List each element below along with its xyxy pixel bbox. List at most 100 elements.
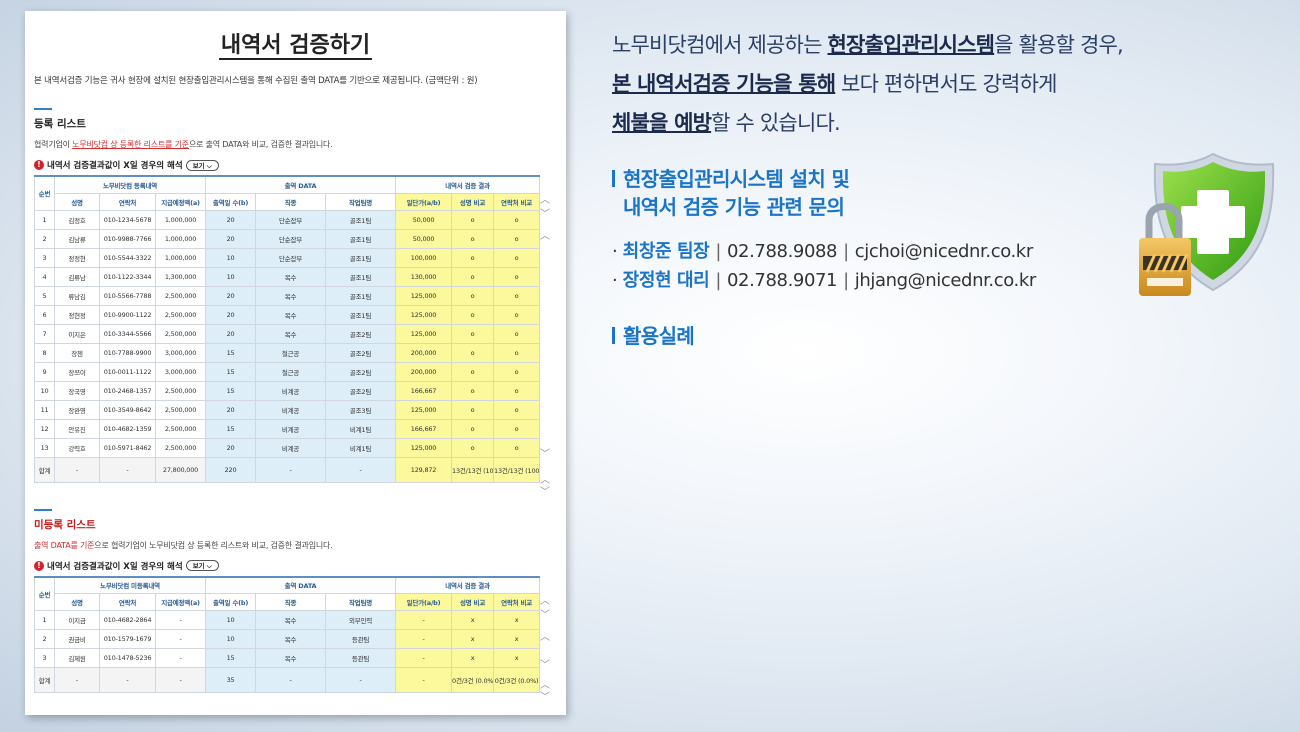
table-cell: 12 bbox=[34, 418, 55, 439]
scroll-up-icon[interactable]: ︿ bbox=[540, 195, 550, 206]
table-cell: 50,000 bbox=[395, 209, 453, 230]
table-cell: 125,000 bbox=[395, 304, 453, 325]
doc-title: 내역서 검증하기 bbox=[218, 33, 373, 60]
intro-line-1: 노무비닷컴에서 제공하는 현장출입관리시스템을 활용할 경우, bbox=[612, 33, 1124, 57]
scroll-down-icon[interactable]: ﹀ bbox=[540, 209, 550, 220]
table-cell: x bbox=[451, 648, 495, 668]
table-cell: - bbox=[395, 610, 453, 630]
col-group-registered: 노무비닷컴 등록내역 bbox=[53, 175, 207, 194]
table-row: 1 김정호 010-1234-5678 1,000,000 20 단순잡부 골조1팀 50,0… bbox=[34, 209, 541, 230]
table-cell: 130,000 bbox=[395, 266, 453, 287]
unregistered-table: 순번 노무비닷컴 미등록내역 출역 DATA 내역서 검증 결과 성명 연락처 … bbox=[34, 575, 541, 693]
scroll-up-icon[interactable]: ︿ bbox=[540, 631, 550, 643]
table-row: 4 김류남 010-1122-3344 1,300,000 10 목수 골조1팀 130,00… bbox=[34, 266, 541, 287]
col-header: 지급예정액(a) bbox=[154, 192, 207, 211]
table-cell: 010-0011-1122 bbox=[99, 361, 156, 382]
table-cell: 비계1팀 bbox=[325, 418, 397, 439]
table-cell: 13건/13건 (100.0%) bbox=[493, 456, 541, 483]
contact-phone[interactable]: 02.788.9071 bbox=[727, 270, 838, 291]
table-cell: 김류남 bbox=[54, 266, 100, 287]
table-cell: o bbox=[451, 247, 495, 268]
table-cell: o bbox=[493, 399, 541, 420]
table-cell: 010-5566-7788 bbox=[99, 285, 156, 306]
table-cell: 010-4682-1359 bbox=[99, 418, 156, 439]
table-cell: 10 bbox=[205, 629, 257, 649]
table-cell: - bbox=[54, 456, 100, 483]
table-cell: 골조1팀 bbox=[325, 304, 397, 325]
contact-email[interactable]: cjchoi@nicednr.co.kr bbox=[854, 241, 1033, 262]
scroll-down-icon[interactable]: ﹀ bbox=[540, 659, 550, 671]
col-group-result: 내역서 검증 결과 bbox=[395, 575, 541, 594]
table-cell: 5 bbox=[34, 285, 55, 306]
table-cell: 등관팀 bbox=[325, 648, 397, 668]
table-cell: o bbox=[451, 323, 495, 344]
contact-email[interactable]: jhjang@nicednr.co.kr bbox=[854, 270, 1037, 291]
table-cell: 166,667 bbox=[395, 380, 453, 401]
table-cell: 166,667 bbox=[395, 418, 453, 439]
col-group-attendance: 출역 DATA bbox=[205, 575, 397, 594]
table-cell: 010-4682-2864 bbox=[99, 610, 156, 630]
table-cell: 15 bbox=[205, 418, 257, 439]
table-cell: 목수 bbox=[255, 648, 327, 668]
scroll-down-icon[interactable]: ﹀ bbox=[540, 691, 550, 703]
table-cell: 목수 bbox=[255, 285, 327, 306]
table-cell: 0건/3건 (0.0%) bbox=[493, 667, 541, 693]
intro-line-2: 본 내역서검증 기능을 통해 보다 편하면서도 강력하게 bbox=[612, 72, 1057, 96]
table-cell: 010-1579-1679 bbox=[99, 629, 156, 649]
col-header: 연락처 비교 bbox=[493, 192, 541, 211]
scroll-down-icon[interactable]: ﹀ bbox=[540, 487, 550, 498]
registered-list-title: 등록 리스트 bbox=[34, 118, 86, 130]
table-cell: 비계공 bbox=[255, 380, 327, 401]
table-row: 8 장첸 010-7788-9900 3,000,000 15 철근공 골조2팀 200,00… bbox=[34, 342, 541, 363]
scroll-down-icon[interactable]: ﹀ bbox=[540, 609, 550, 621]
table-cell: 200,000 bbox=[395, 342, 453, 363]
table-cell: 단순잡부 bbox=[255, 209, 327, 230]
table-cell: 안유진 bbox=[54, 418, 100, 439]
table-cell: 1,000,000 bbox=[154, 247, 207, 268]
scroll-up-icon[interactable]: ︿ bbox=[540, 231, 550, 242]
verification-document: 내역서 검증하기 본 내역서검증 기능은 귀사 현장에 설치된 현장출입관리시스… bbox=[25, 11, 566, 715]
table-cell: 김남류 bbox=[54, 228, 100, 249]
table-cell: 15 bbox=[205, 380, 257, 401]
table-cell: 010-7788-9900 bbox=[99, 342, 156, 363]
unregistered-list-title: 미등록 리스트 bbox=[34, 518, 96, 531]
table-cell: o bbox=[451, 437, 495, 458]
registered-view-button[interactable]: 보기 ⌵ bbox=[185, 159, 219, 171]
table-cell: 비계공 bbox=[255, 399, 327, 420]
table-cell: 합계 bbox=[34, 456, 55, 483]
col-header: 일단가(a/b) bbox=[395, 192, 453, 211]
col-header: 연락처 bbox=[99, 192, 156, 211]
scroll-up-icon[interactable]: ︿ bbox=[540, 595, 550, 607]
table-cell: 강력호 bbox=[54, 437, 100, 458]
table-row: 6 정현정 010-9900-1122 2,500,000 20 목수 골조1팀 125,00… bbox=[34, 304, 541, 325]
contact-phone[interactable]: 02.788.9088 bbox=[727, 241, 838, 262]
col-group-no: 순번 bbox=[34, 175, 55, 211]
registered-list-note: 협력기업이 노무비닷컴 상 등록한 리스트를 기준으로 출역 DATA와 비교,… bbox=[34, 140, 333, 149]
scroll-down-icon[interactable]: ﹀ bbox=[540, 449, 550, 460]
table-cell: 이지금 bbox=[54, 610, 100, 630]
table-row: 3 정정현 010-5544-3322 1,000,000 10 단순잡부 골조1팀 100,… bbox=[34, 247, 541, 268]
table-cell: 125,000 bbox=[395, 437, 453, 458]
scroll-up-icon[interactable]: ︿ bbox=[540, 475, 550, 486]
table-cell: x bbox=[451, 610, 495, 630]
table-cell: 8 bbox=[34, 342, 55, 363]
table-row: 12 안유진 010-4682-1359 2,500,000 15 비계공 비계1팀 166,… bbox=[34, 418, 541, 439]
table-cell: 010-5544-3322 bbox=[99, 247, 156, 268]
table-cell: 장국영 bbox=[54, 380, 100, 401]
table-cell: 220 bbox=[205, 456, 257, 483]
table-cell: 010-3344-5566 bbox=[99, 323, 156, 344]
table-cell: 비계공 bbox=[255, 437, 327, 458]
table-row: 3 김제원 010-1478-5236-15 목수 등관팀 - x x bbox=[34, 648, 541, 668]
col-header: 출역일 수(b) bbox=[205, 593, 257, 611]
table-cell: 15 bbox=[205, 361, 257, 382]
table-cell: o bbox=[451, 304, 495, 325]
col-group-attendance: 출역 DATA bbox=[205, 175, 397, 194]
table-cell: 철근공 bbox=[255, 342, 327, 363]
table-cell: 단순잡부 bbox=[255, 228, 327, 249]
table-cell: 7 bbox=[34, 323, 55, 344]
table-cell: o bbox=[451, 361, 495, 382]
unregistered-view-button[interactable]: 보기 ⌵ bbox=[185, 560, 219, 571]
scroll-up-icon[interactable]: ︿ bbox=[540, 679, 550, 691]
table-cell: 4 bbox=[34, 266, 55, 287]
col-header: 성명 비교 bbox=[451, 593, 495, 611]
